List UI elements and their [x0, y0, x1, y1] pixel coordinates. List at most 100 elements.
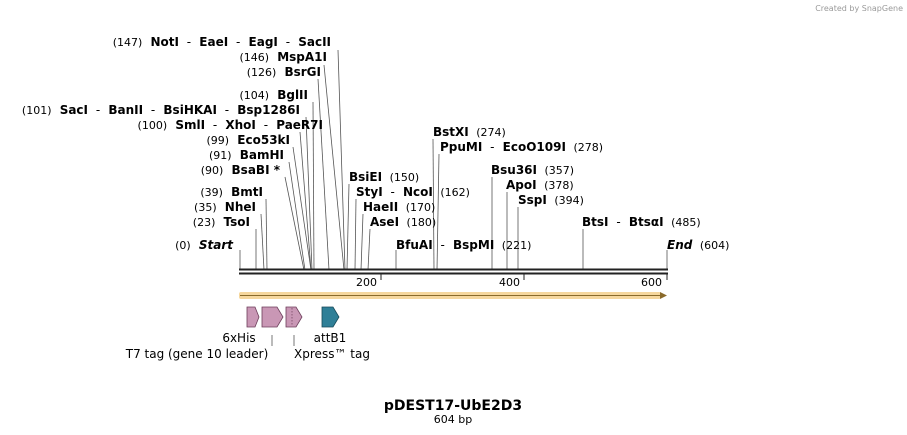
attb1-feature-arrow: [321, 306, 340, 328]
enzyme-row-styI: StyI - NcoI (162): [356, 185, 470, 199]
connector-eco53kI: [292, 146, 312, 271]
label-part-r1-5: EagI: [244, 35, 278, 49]
connector-notI: [337, 49, 346, 271]
enzyme-row-bamHI: (91) BamHI: [209, 148, 284, 162]
label-part-r24-0: BtsI: [582, 215, 609, 229]
label-part-r24-3: (485): [668, 216, 701, 229]
label-part-r9-0: (90): [201, 164, 224, 177]
label-part-r10-0: (39): [200, 186, 223, 199]
label-part-r12-1: TsoI: [219, 215, 250, 229]
label-part-r20-2: EcoO109I: [499, 140, 566, 154]
dna-backbone: [239, 268, 668, 275]
feature-connectors: [271, 335, 295, 346]
label-part-r19-1: (274): [473, 126, 506, 139]
enzyme-row-bstXI: BstXI (274): [433, 125, 506, 139]
tick-label-200: 200: [356, 276, 377, 289]
enzyme-row-aseI: AseI (180): [370, 215, 436, 229]
connector-bmtI: [265, 198, 268, 271]
label-part-r18-1: -: [437, 238, 445, 252]
label-part-r24-1: -: [613, 215, 621, 229]
label-part-r5-1: SacI: [56, 103, 89, 117]
tick-label-400: 400: [499, 276, 520, 289]
label-part-r22-1: (378): [541, 179, 574, 192]
label-part-r5-4: -: [147, 103, 155, 117]
map-title: pDEST17-UbE2D3: [384, 398, 522, 414]
connector-haeII: [360, 213, 364, 271]
label-part-r6-4: -: [260, 118, 268, 132]
label-part-r21-1: (357): [541, 164, 574, 177]
label-part-r23-1: (394): [551, 194, 584, 207]
label-part-r1-2: -: [183, 35, 191, 49]
label-part-r7-0: (99): [207, 134, 230, 147]
feature-label-t7-tag: T7 tag (gene 10 leader): [125, 347, 269, 361]
label-part-r17-0: AseI: [370, 215, 399, 229]
enzyme-row-sacI: (101) SacI - BanII - BsiHKAI - Bsp1286I: [22, 103, 300, 117]
enzyme-row-bsrGI: (126) BsrGI: [247, 65, 321, 79]
label-part-r1-3: EaeI: [195, 35, 228, 49]
connector-bamHI: [288, 161, 306, 271]
label-part-r8-1: BamHI: [236, 148, 284, 162]
label-part-r15-1: -: [387, 185, 395, 199]
snapgene-credit: Created by SnapGene: [815, 4, 903, 13]
label-part-r6-1: SmlI: [171, 118, 205, 132]
enzyme-row-start: (0) Start: [175, 238, 234, 252]
label-part-r11-1: NheI: [221, 200, 256, 214]
6xhis-feature-arrow: [246, 306, 260, 328]
connector-nheI: [260, 213, 265, 271]
label-part-r4-0: (104): [239, 89, 269, 102]
feature-label-6xhis: 6xHis: [222, 331, 255, 345]
label-part-r2-1: MspA1I: [273, 50, 327, 64]
label-part-r18-0: BfuAI: [396, 238, 433, 252]
connector-mspA1I: [323, 64, 345, 271]
connector-bglII: [312, 101, 315, 271]
label-part-r14-1: (150): [386, 171, 419, 184]
map-length: 604 bp: [434, 413, 472, 426]
label-part-r4-1: BglII: [273, 88, 308, 102]
label-part-r11-0: (35): [194, 201, 217, 214]
connector-bstXI: [432, 138, 435, 271]
label-part-r6-2: -: [209, 118, 217, 132]
enzyme-row-smlI: (100) SmlI - XhoI - PaeR7I: [138, 118, 323, 132]
enzyme-row-bfuAI: BfuAI - BspMI (221): [396, 238, 531, 252]
xpress-tag-feature-arrow: [285, 306, 303, 328]
connector-bsaBI: [284, 176, 305, 271]
enzyme-row-ppuMI: PpuMI - EcoO109I (278): [440, 140, 603, 154]
enzyme-row-sspI: SspI (394): [518, 193, 584, 207]
label-part-r9-1: BsaBI *: [227, 163, 280, 177]
label-part-r5-7: Bsp1286I: [233, 103, 300, 117]
label-part-r23-0: SspI: [518, 193, 547, 207]
label-part-r16-0: HaeII: [363, 200, 398, 214]
label-part-r25-0: End: [667, 238, 693, 252]
label-part-r6-0: (100): [138, 119, 168, 132]
connector-aseI: [367, 228, 371, 271]
enzyme-row-notI: (147) NotI - EaeI - EagI - SacII: [113, 35, 331, 49]
enzyme-row-btsI: BtsI - BtsαI (485): [582, 215, 701, 229]
enzyme-row-bglII: (104) BglII: [239, 88, 308, 102]
enzyme-row-mspA1I: (146) MspA1I: [239, 50, 327, 64]
label-part-r1-0: (147): [113, 36, 143, 49]
label-part-r1-4: -: [232, 35, 240, 49]
connector-sacI: [305, 116, 313, 271]
enzyme-row-bsiEI: BsiEI (150): [349, 170, 419, 184]
label-part-r1-6: -: [282, 35, 290, 49]
label-part-r19-0: BstXI: [433, 125, 469, 139]
enzyme-row-nheI: (35) NheI: [194, 200, 256, 214]
label-part-r3-0: (126): [247, 66, 277, 79]
label-part-r12-0: (23): [193, 216, 216, 229]
label-part-r5-5: BsiHKAI: [159, 103, 217, 117]
label-part-r25-1: (604): [696, 239, 729, 252]
label-part-r13-0: (0): [175, 239, 191, 252]
feature-label-xpress-tag: Xpress™ tag: [294, 347, 370, 361]
label-part-r10-1: BmtI: [227, 185, 263, 199]
enzyme-row-eco53kI: (99) Eco53kI: [207, 133, 290, 147]
label-part-r20-3: (278): [570, 141, 603, 154]
label-part-r3-1: BsrGI: [280, 65, 321, 79]
label-part-r7-1: Eco53kI: [233, 133, 290, 147]
t7-tag-feature-arrow: [261, 306, 284, 328]
label-part-r5-0: (101): [22, 104, 52, 117]
connector-ppuMI: [436, 153, 440, 271]
label-part-r20-0: PpuMI: [440, 140, 482, 154]
label-part-r6-3: XhoI: [221, 118, 256, 132]
label-part-r22-0: ApoI: [506, 178, 537, 192]
